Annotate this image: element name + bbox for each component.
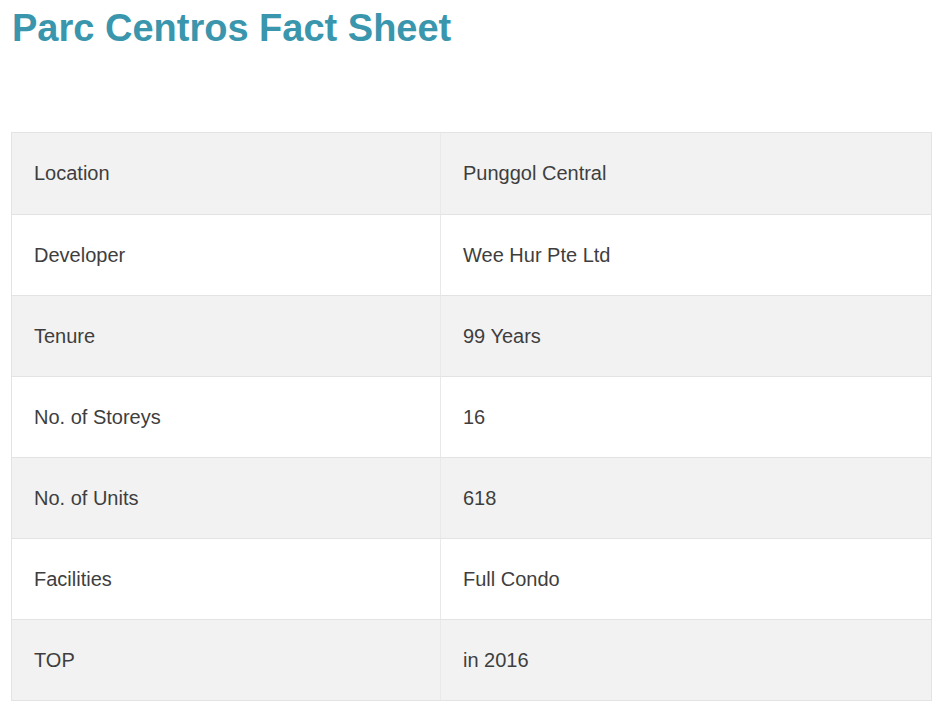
row-label: No. of Units [12,458,440,538]
fact-sheet-table: Location Punggol Central Developer Wee H… [11,132,932,701]
row-label: Developer [12,215,440,295]
row-label: TOP [12,620,440,700]
row-label: Facilities [12,539,440,619]
row-label: Tenure [12,296,440,376]
row-label: No. of Storeys [12,377,440,457]
row-value: 618 [440,458,931,538]
table-row: No. of Storeys 16 [12,376,931,457]
table-row: Developer Wee Hur Pte Ltd [12,214,931,295]
fact-sheet-page: Parc Centros Fact Sheet Location Punggol… [0,0,943,717]
row-value: Full Condo [440,539,931,619]
row-value: Punggol Central [440,133,931,214]
table-row: Facilities Full Condo [12,538,931,619]
row-value: 16 [440,377,931,457]
table-row: Tenure 99 Years [12,295,931,376]
table-row: No. of Units 618 [12,457,931,538]
row-value: Wee Hur Pte Ltd [440,215,931,295]
row-label: Location [12,133,440,214]
table-row: TOP in 2016 [12,619,931,700]
row-value: in 2016 [440,620,931,700]
row-value: 99 Years [440,296,931,376]
page-title: Parc Centros Fact Sheet [0,0,943,53]
table-row: Location Punggol Central [12,133,931,214]
